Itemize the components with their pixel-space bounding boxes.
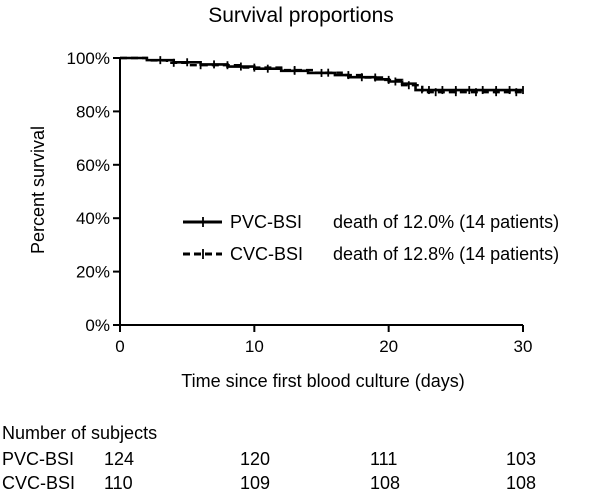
x-tick-label: 10 [245, 337, 264, 356]
y-tick-label: 40% [76, 209, 110, 228]
x-tick-label: 20 [379, 337, 398, 356]
y-tick-label: 80% [76, 102, 110, 121]
risk-row-label-cvc: CVC-BSI [2, 473, 76, 493]
risk-value: 111 [370, 449, 398, 469]
x-tick-label: 0 [115, 337, 124, 356]
y-tick-label: 100% [67, 49, 110, 68]
risk-value: 109 [240, 473, 271, 493]
risk-value: 124 [104, 449, 135, 469]
x-axis-label: Time since first blood culture (days) [181, 371, 464, 391]
risk-row-label-pvc: PVC-BSI [2, 449, 75, 469]
x-tick-label: 30 [514, 337, 533, 356]
legend-note-cvc-bsi: death of 12.8% (14 patients) [333, 244, 559, 264]
legend-label-cvc-bsi: CVC-BSI [230, 244, 303, 264]
y-tick-label: 20% [76, 263, 110, 282]
survival-chart: Survival proportions 0%20%40%60%80%100%0… [28, 4, 559, 391]
y-axis-label: Percent survival [28, 126, 48, 254]
risk-value: 103 [506, 449, 537, 469]
risk-table-title: Number of subjects [2, 423, 158, 443]
legend: PVC-BSI death of 12.0% (14 patients) CVC-B… [183, 212, 559, 264]
risk-value: 110 [104, 473, 133, 493]
risk-table: Number of subjects PVC-BSI 124 120 111 1… [0, 420, 598, 494]
risk-value: 108 [506, 473, 537, 493]
series-line-cvc-bsi [120, 56, 523, 94]
y-tick-label: 60% [76, 156, 110, 175]
legend-note-pvc-bsi: death of 12.0% (14 patients) [333, 212, 559, 232]
risk-value: 108 [370, 473, 401, 493]
legend-label-pvc-bsi: PVC-BSI [230, 212, 302, 232]
y-tick-label: 0% [85, 316, 110, 335]
risk-value: 120 [240, 449, 271, 469]
chart-title: Survival proportions [208, 4, 394, 27]
axes: 0% 20% 40% 60% 80% 100% 0 10 20 30 [67, 49, 533, 356]
series-layer [120, 56, 524, 97]
